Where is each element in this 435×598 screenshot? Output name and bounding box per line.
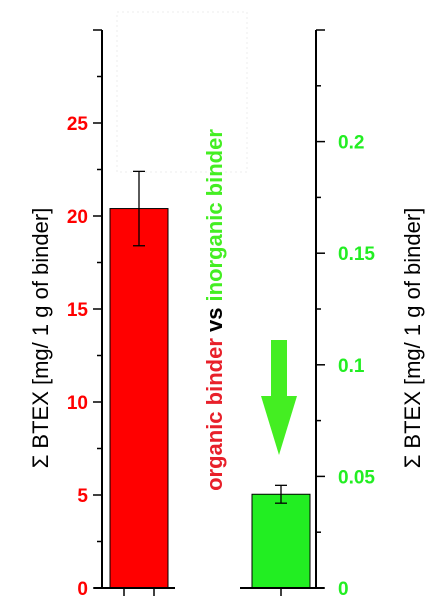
arrow-shaft: [271, 340, 287, 402]
left-tick-label: 15: [67, 300, 89, 321]
right-tick-label: 0.15: [338, 244, 375, 265]
left-tick-label: 10: [67, 393, 88, 414]
comparison-label: organic binder vs inorganic binder: [202, 129, 227, 491]
right-tick-label: 0.05: [338, 467, 375, 488]
left-tick-label: 0: [77, 579, 88, 598]
left-axis-title: Σ BTEX [mg/ 1 g of binder]: [28, 208, 53, 469]
left-tick-label: 25: [67, 114, 89, 135]
comparison-label-organic: organic binder: [202, 338, 227, 491]
left-axis-title-group: Σ BTEX [mg/ 1 g of binder]: [28, 208, 53, 469]
bar-inorganic-binder: [251, 493, 311, 589]
right-tick-label: 0.1: [338, 356, 365, 377]
arrow-head: [261, 396, 297, 455]
chart-marks: 0 5 10 15 20 25 0 0.05 0.1 0.15 0.2: [67, 11, 375, 598]
left-tick-label: 20: [67, 207, 88, 228]
right-tick-label: 0: [338, 579, 349, 598]
left-tick-label: 5: [77, 486, 88, 507]
right-axis-title-group: Σ BTEX [mg/ 1 g of binder]: [400, 208, 425, 469]
bar-organic-binder: [109, 208, 169, 589]
right-tick-label: 0.2: [338, 133, 364, 154]
right-axis-title: Σ BTEX [mg/ 1 g of binder]: [400, 208, 425, 469]
comparison-label-inorganic: inorganic binder: [202, 129, 227, 302]
comparison-label-vs: vs: [202, 301, 227, 338]
faint-frame-left: [116, 11, 248, 173]
